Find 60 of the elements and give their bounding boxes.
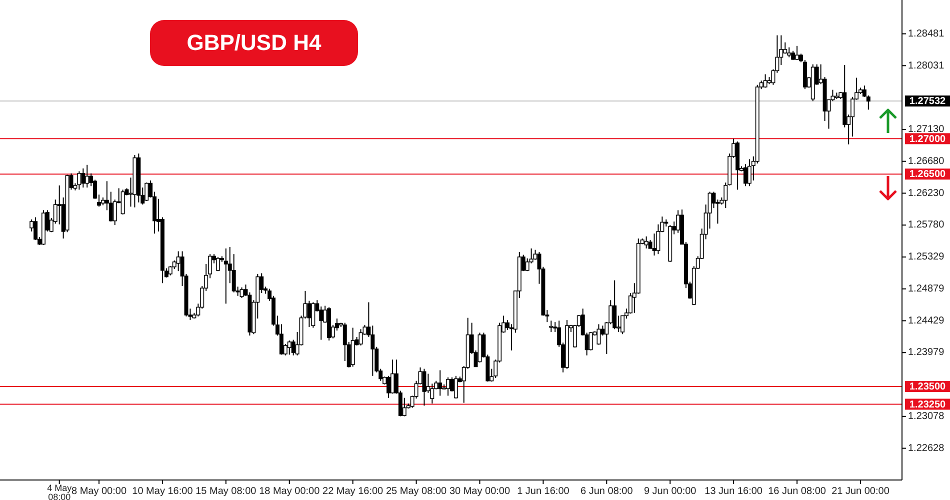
candlestick <box>747 158 752 187</box>
candlestick <box>652 233 656 256</box>
x-tick-label: 18 May 00:00 <box>259 486 320 497</box>
candlestick <box>358 328 363 346</box>
candlestick <box>763 74 768 88</box>
candlestick <box>390 359 394 394</box>
y-tick-label: 1.25329 <box>908 252 945 263</box>
candlestick <box>224 248 228 304</box>
candlestick <box>422 368 426 406</box>
y-tick-label: 1.26680 <box>908 156 945 167</box>
candlestick <box>85 164 90 188</box>
y-tick-label: 1.27130 <box>908 124 945 136</box>
candlestick <box>656 224 660 255</box>
candlestick <box>549 320 554 332</box>
candlestick <box>81 168 86 188</box>
x-tick-label: 10 May 16:00 <box>132 486 194 497</box>
y-tick-label: 1.23078 <box>908 411 945 422</box>
x-tick-label: 9 Jun 00:00 <box>644 486 697 497</box>
y-tick-label: 1.23979 <box>908 347 945 358</box>
x-tick-label: 21 Jun 00:00 <box>832 486 890 497</box>
x-tick-label: 22 May 16:00 <box>322 486 384 497</box>
y-tick-label: 1.22628 <box>908 442 945 454</box>
x-tick-label: 15 May 08:00 <box>196 486 257 497</box>
candlestick <box>287 340 292 356</box>
candlestick <box>438 370 442 396</box>
ref-line-label: 1.27000 <box>909 134 946 145</box>
y-tick-label: 1.28481 <box>908 28 945 40</box>
ref-line-label: 1.23500 <box>909 382 946 393</box>
candlestick <box>144 182 149 202</box>
ref-line-label: 1.23250 <box>909 399 946 410</box>
candlestick <box>612 280 617 330</box>
text: GBP/USD H4 <box>186 30 322 55</box>
candlestick <box>216 256 220 272</box>
y-tick-label: 1.25780 <box>908 220 945 231</box>
candlestick <box>644 236 648 249</box>
candlestick <box>120 189 125 215</box>
ref-line-label: 1.27532 <box>909 96 946 108</box>
candlestick <box>311 302 316 328</box>
candlestick <box>240 286 244 299</box>
candlestick <box>795 45 800 61</box>
x-tick-label: 13 Jun 16:00 <box>704 486 763 497</box>
y-tick-label: 1.24429 <box>908 315 945 326</box>
candlestick <box>454 375 458 400</box>
candlestick <box>596 324 601 346</box>
x-tick-label: 6 Jun 08:00 <box>580 486 634 497</box>
y-tick-label: 1.28031 <box>908 60 945 72</box>
candlestick <box>446 376 450 396</box>
x-tick-label: 4 May 08:00 <box>47 483 72 500</box>
ref-line-label: 1.26500 <box>909 169 946 180</box>
candlestick <box>386 375 391 398</box>
x-tick-label: 25 May 08:00 <box>386 486 448 497</box>
y-tick-label: 1.24879 <box>908 284 945 295</box>
x-tick-label: 8 May 00:00 <box>71 486 127 497</box>
y-tick-label: 1.26230 <box>908 188 945 199</box>
candlestick <box>743 164 748 187</box>
x-tick-label: 1 Jun 16:00 <box>517 486 570 497</box>
x-tick-label: 16 Jun 08:00 <box>768 486 826 497</box>
candlestick <box>77 170 82 190</box>
x-tick-label: 30 May 00:00 <box>449 486 510 497</box>
candlestick <box>787 46 792 58</box>
